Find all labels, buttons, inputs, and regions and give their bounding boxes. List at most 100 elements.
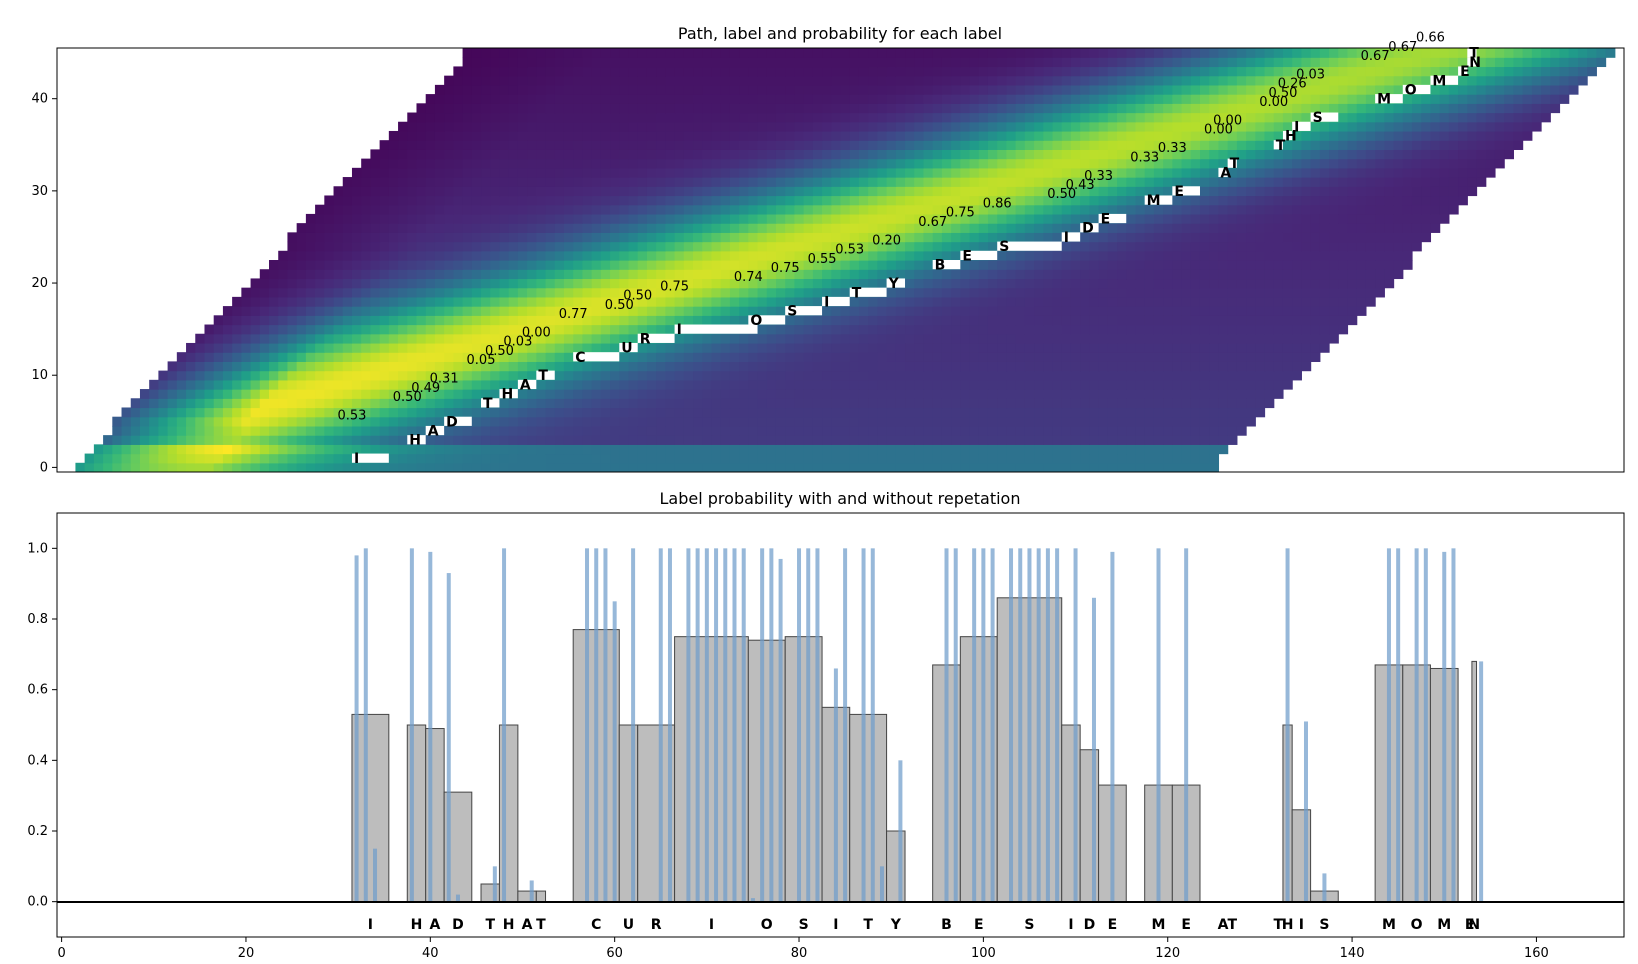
heatmap-cell <box>739 296 749 307</box>
heatmap-cell <box>1255 407 1266 418</box>
heatmap-cell <box>1421 186 1432 197</box>
heatmap-cell <box>490 315 501 326</box>
heatmap-cell <box>232 324 242 335</box>
heatmap-cell <box>1052 269 1063 280</box>
heatmap-cell <box>1107 453 1118 464</box>
heatmap-cell <box>849 352 860 362</box>
heatmap-cell <box>914 425 925 436</box>
heatmap-cell <box>895 140 906 150</box>
heatmap-cell <box>1218 398 1229 409</box>
heatmap-cell <box>1024 324 1035 335</box>
heatmap-cell <box>1098 398 1109 409</box>
heatmap-cell <box>693 398 703 409</box>
heatmap-cell <box>1301 250 1312 261</box>
heatmap-cell <box>1117 315 1127 326</box>
heatmap-cell <box>803 435 814 445</box>
heatmap-cell <box>425 204 436 215</box>
heatmap-cell <box>1236 287 1247 298</box>
heatmap-cell <box>1310 121 1321 132</box>
heatmap-cell <box>1282 241 1293 252</box>
heatmap-cell <box>932 186 943 197</box>
heatmap-cell <box>600 177 611 187</box>
heatmap-cell <box>444 195 454 206</box>
heatmap-cell <box>987 407 998 418</box>
heatmap-cell <box>1015 149 1026 160</box>
heatmap-cell <box>407 462 418 472</box>
heatmap-cell <box>987 158 998 169</box>
heatmap-cell <box>886 260 897 270</box>
heatmap-cell <box>665 398 676 409</box>
heatmap-cell <box>785 204 796 215</box>
heatmap-cell <box>1292 103 1302 114</box>
heatmap-cell <box>278 453 289 464</box>
heatmap-cell <box>951 462 961 472</box>
heatmap-cell <box>370 315 381 326</box>
heatmap-cell <box>997 158 1008 169</box>
heatmap-cell <box>711 462 722 472</box>
heatmap-cell <box>351 241 362 252</box>
heatmap-cell <box>748 130 759 141</box>
heatmap-cell <box>1292 241 1302 252</box>
heatmap-cell <box>1153 398 1164 409</box>
heatmap-cell <box>1043 204 1054 215</box>
heatmap-cell <box>1034 361 1044 372</box>
heatmap-cell <box>416 232 427 243</box>
heatmap-cell <box>296 278 307 289</box>
heatmap-cell <box>711 94 722 104</box>
heatmap-cell <box>554 296 565 307</box>
heatmap-cell <box>186 361 196 372</box>
heatmap-cell <box>342 241 353 252</box>
heatmap-cell <box>333 342 344 353</box>
heatmap-cell <box>351 416 362 427</box>
heatmap-cell <box>775 352 786 362</box>
heatmap-cell <box>351 260 362 270</box>
heatmap-cell <box>379 407 390 418</box>
heatmap-cell <box>573 425 584 436</box>
heatmap-cell <box>453 306 464 316</box>
heatmap-cell <box>1292 296 1302 307</box>
heatmap-cell <box>1089 204 1100 215</box>
heatmap-cell <box>868 195 878 206</box>
heatmap-cell <box>407 389 418 399</box>
heatmap-cell <box>591 158 602 169</box>
heatmap-cell <box>471 287 482 298</box>
heatmap-cell <box>416 103 427 114</box>
heatmap-cell <box>1144 398 1155 409</box>
heatmap-cell <box>324 260 335 270</box>
heatmap-cell <box>425 352 436 362</box>
heatmap-cell <box>278 296 289 307</box>
heatmap-cell <box>877 204 888 215</box>
heatmap-cell <box>739 195 749 206</box>
heatmap-cell <box>895 158 906 169</box>
heatmap-cell <box>1172 389 1183 399</box>
heatmap-cell <box>1199 287 1210 298</box>
heatmap-cell <box>1218 177 1229 187</box>
heatmap-cell <box>886 407 897 418</box>
heatmap-cell <box>794 103 805 114</box>
heatmap-cell <box>591 425 602 436</box>
heatmap-cell <box>1384 140 1395 150</box>
heatmap-cell <box>1043 324 1054 335</box>
heatmap-cell <box>1209 416 1220 427</box>
heatmap-cell <box>674 379 685 390</box>
heatmap-cell <box>398 186 408 197</box>
heatmap-cell <box>361 195 371 206</box>
heatmap-cell <box>1135 435 1146 445</box>
heatmap-cell <box>149 444 159 455</box>
heatmap-cell <box>637 241 648 252</box>
heatmap-cell <box>121 416 132 427</box>
heatmap-cell <box>1126 103 1137 114</box>
heatmap-cell <box>693 315 703 326</box>
heatmap-cell <box>987 213 998 224</box>
heatmap-cell <box>1218 389 1229 399</box>
heatmap-cell <box>794 213 805 224</box>
heatmap-cell <box>683 186 694 197</box>
heatmap-cell <box>573 94 584 104</box>
heatmap-cell <box>407 379 418 390</box>
heatmap-cell <box>204 425 215 436</box>
heatmap-cell <box>729 389 740 399</box>
heatmap-cell <box>407 407 418 418</box>
heatmap-cell <box>315 213 325 224</box>
heatmap-cell <box>720 389 731 399</box>
heatmap-cell <box>444 94 454 104</box>
